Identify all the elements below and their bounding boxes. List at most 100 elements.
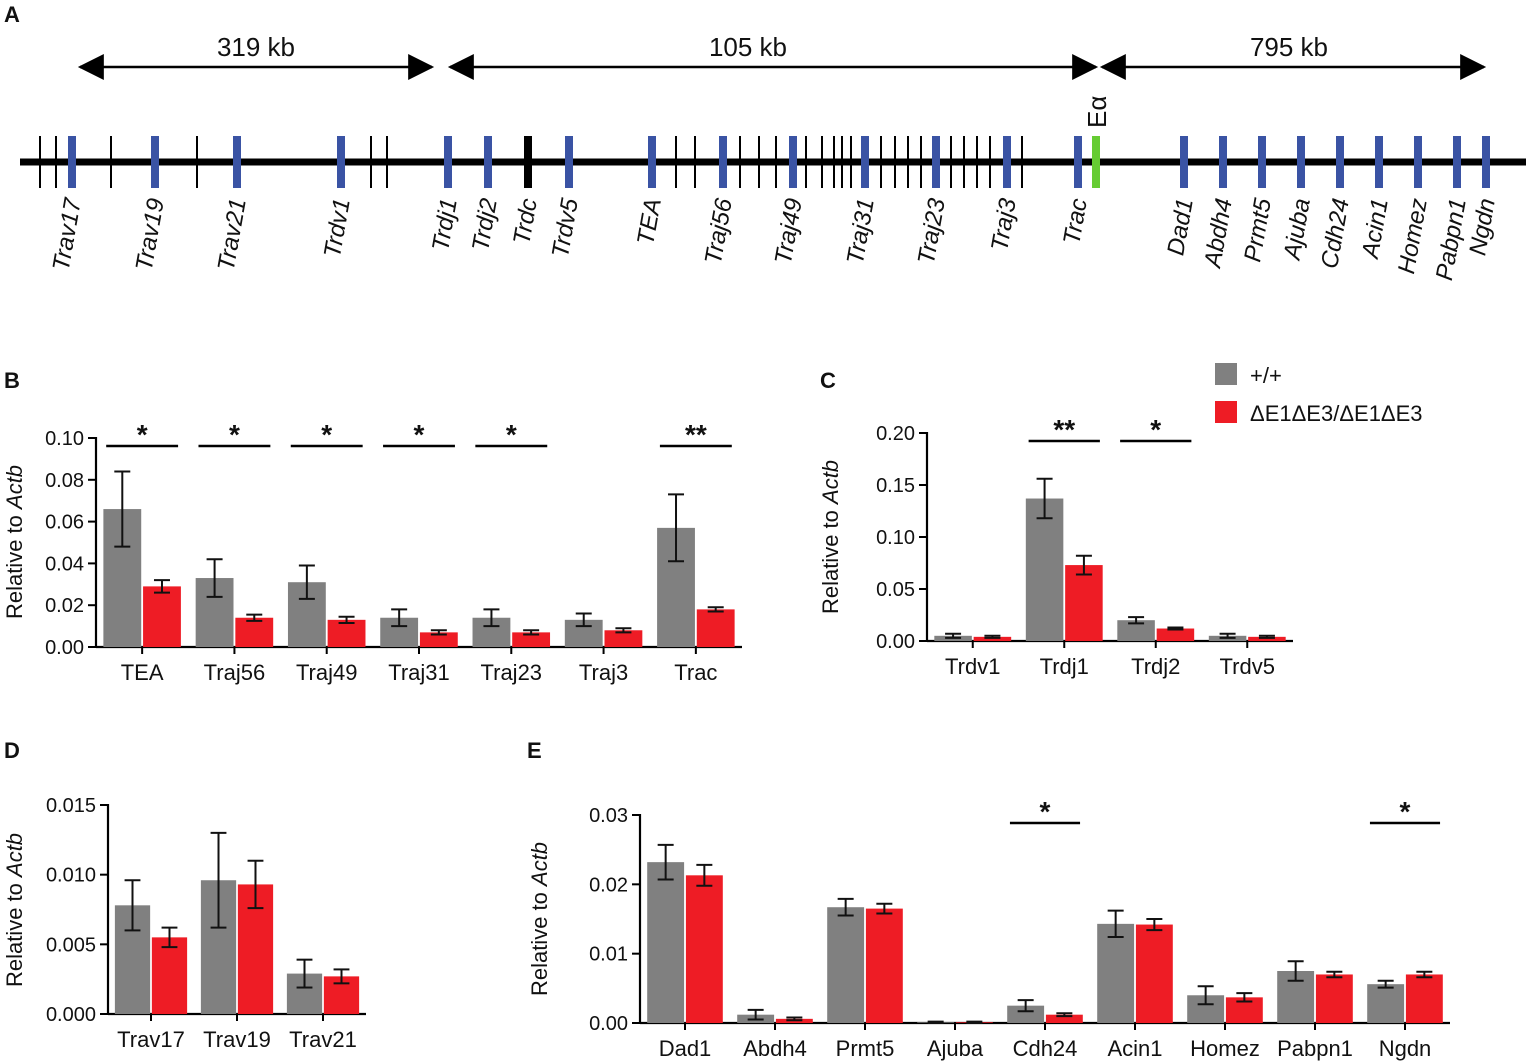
gene-label-trdj1: Trdj1 (427, 196, 463, 253)
y-tick-label: 0.20 (876, 423, 915, 445)
bar-trdj1-wt (1025, 498, 1064, 641)
distance-label-105kb: 105 kb (709, 32, 787, 62)
x-tick-label-dad1: Dad1 (659, 1036, 712, 1061)
x-tick-label-traj3: Traj3 (579, 660, 628, 685)
panel-a: A 319 kb 105 kb 795 kb Eα Trav17 Trav19 Tr… (4, 2, 1526, 283)
legend-swatch-wt (1215, 363, 1237, 385)
y-tick-label: 0.005 (46, 934, 96, 956)
y-tick-label: 0.04 (45, 553, 84, 575)
gene-marker-homez (1414, 136, 1422, 188)
bar-cdh24-wt (1007, 1005, 1045, 1023)
gene-marker-tea (648, 136, 656, 188)
panel-a-label: A (4, 2, 20, 27)
gene-label-tea: TEA (632, 196, 667, 247)
significance-marker: * (1150, 414, 1161, 445)
gene-labels: Trav17 Trav19 Trav21 Trdv1 Trdj1 Trdj2 Trdc Trd… (48, 195, 1501, 283)
panel-e-chart: 0.00 0.01 0.02 0.03 Relative to Actb Dad1 Abdh… (527, 796, 1450, 1061)
gene-marker-prmt5 (1258, 136, 1266, 188)
gene-marker-dad1 (1180, 136, 1188, 188)
y-tick-label: 0.00 (589, 1013, 628, 1035)
y-axis-label-gene: Actb (818, 460, 843, 506)
significance-marker: * (229, 419, 240, 450)
bar-cdh24-mutant (1045, 1014, 1083, 1023)
x-tick-label-cdh24: Cdh24 (1013, 1036, 1078, 1061)
gene-label-trdj2: Trdj2 (467, 196, 503, 253)
gene-label-prmt5: Prmt5 (1239, 196, 1277, 264)
y-tick-label: 0.00 (876, 631, 915, 653)
distance-label-319kb: 319 kb (217, 32, 295, 62)
y-axis-label-prefix: Relative to (2, 509, 27, 619)
x-tick-label-trdv1: Trdv1 (945, 654, 1000, 679)
bar-trdv1-mutant (973, 636, 1012, 641)
bar-dad1-mutant (685, 875, 723, 1023)
gene-marker-trdj1 (444, 136, 452, 188)
bar-acin1-mutant (1135, 924, 1173, 1023)
x-tick-label-homez: Homez (1190, 1036, 1260, 1061)
panel-b-label: B (4, 368, 20, 393)
gene-label-trdv1: Trdv1 (319, 196, 356, 259)
bar-trdj1-mutant (1065, 565, 1103, 641)
bar-trav17-mutant (151, 937, 188, 1014)
y-axis-label-c: Relative to Actb (818, 460, 843, 614)
gene-label-trav19: Trav19 (131, 196, 170, 273)
x-tick-label-trdj2: Trdj2 (1131, 654, 1180, 679)
significance-marker: * (137, 419, 148, 450)
significance-marker: * (506, 419, 517, 450)
x-tick-label-pabpn1: Pabpn1 (1277, 1036, 1353, 1061)
bar-traj31-mutant (419, 632, 458, 647)
bar-prmt5-mutant (865, 908, 903, 1023)
x-tick-label-traj31: Traj31 (388, 660, 450, 685)
bar-pabpn1-mutant (1315, 974, 1353, 1023)
x-tick-label-prmt5: Prmt5 (836, 1036, 895, 1061)
legend-label-wt: +/+ (1250, 363, 1282, 388)
gene-marker-traj31 (861, 136, 869, 188)
bar-tea-mutant (143, 586, 181, 647)
bar-traj3-mutant (604, 630, 643, 647)
bar-acin1-wt (1097, 923, 1135, 1023)
x-tick-label-trdv5: Trdv5 (1220, 654, 1275, 679)
y-tick-label: 0.01 (589, 944, 628, 966)
y-axis-label-prefix: Relative to (527, 886, 552, 996)
gene-marker-traj49 (789, 136, 797, 188)
gene-label-traj3: Traj3 (986, 196, 1022, 253)
panel-c-chart: 0.00 0.05 0.10 0.15 0.20 Relative to Actb Trdv… (818, 414, 1293, 679)
x-tick-label-trav17: Trav17 (117, 1027, 185, 1052)
gene-marker-acin1 (1375, 136, 1383, 188)
y-axis-label-gene: Actb (2, 833, 27, 879)
gene-label-traj31: Traj31 (842, 196, 880, 266)
y-axis-label-e: Relative to Actb (527, 842, 552, 996)
significance-marker: ** (1053, 414, 1075, 445)
legend-label-mutant: ΔE1ΔE3/ΔE1ΔE3 (1250, 401, 1423, 426)
enhancer-marker (1092, 136, 1100, 188)
gene-label-trdv5: Trdv5 (547, 196, 584, 260)
gene-marker-abdh4 (1219, 136, 1227, 188)
y-axis-label-prefix: Relative to (818, 504, 843, 614)
y-tick-label: 0.010 (46, 865, 96, 887)
gene-marker-trdv1 (337, 136, 345, 188)
y-tick-label: 0.02 (589, 874, 628, 896)
y-tick-label: 0.08 (45, 470, 84, 492)
gene-label-trav21: Trav21 (213, 196, 252, 273)
bar-traj23-mutant (512, 632, 551, 647)
gene-label-acin1: Acin1 (1357, 196, 1394, 262)
legend: +/+ ΔE1ΔE3/ΔE1ΔE3 (1215, 363, 1423, 426)
y-axis-label-b: Relative to Actb (2, 465, 27, 619)
gene-marker-trav17 (68, 136, 76, 188)
y-tick-label: 0.06 (45, 512, 84, 534)
y-tick-label: 0.00 (45, 637, 84, 659)
panel-d-chart: 0.000 0.005 0.010 0.015 Relative to Actb Trav… (2, 795, 366, 1052)
gene-marker-trdv5 (565, 136, 573, 188)
gene-label-trav17: Trav17 (48, 195, 88, 273)
y-tick-label: 0.15 (876, 475, 915, 497)
gene-label-trac: Trac (1058, 196, 1093, 246)
distance-label-795kb: 795 kb (1250, 32, 1328, 62)
y-tick-label: 0.000 (46, 1004, 96, 1026)
bar-traj49-mutant (327, 619, 366, 647)
bar-trdj2-wt (1117, 620, 1155, 641)
gene-label-dad1: Dad1 (1162, 196, 1199, 257)
gene-marker-trdj2 (484, 136, 492, 188)
bar-trac-mutant (696, 609, 735, 647)
y-tick-label: 0.015 (46, 795, 96, 817)
x-tick-label-trdj1: Trdj1 (1040, 654, 1089, 679)
significance-marker: ** (685, 419, 707, 450)
